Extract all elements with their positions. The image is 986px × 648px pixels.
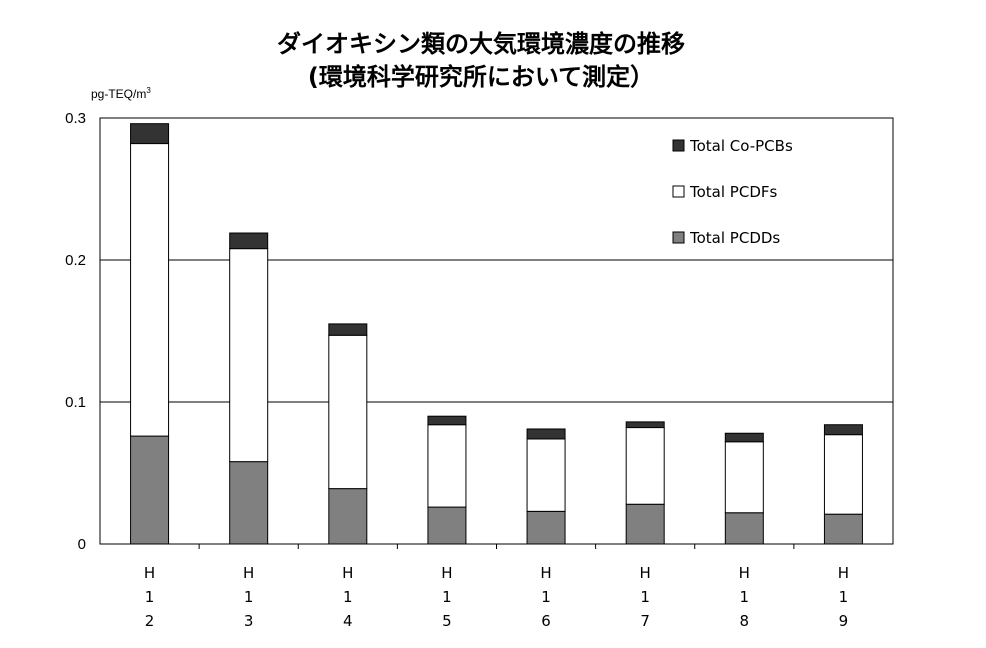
legend-label: Total PCDFs bbox=[689, 183, 777, 201]
x-category-label: H bbox=[144, 564, 155, 582]
x-category-label: 2 bbox=[145, 612, 155, 630]
y-tick-label: 0.1 bbox=[65, 394, 86, 411]
x-category-label: 3 bbox=[244, 612, 254, 630]
bar-segment bbox=[229, 232, 269, 250]
bar-segment bbox=[724, 512, 764, 545]
bar-segment bbox=[625, 421, 665, 429]
x-category-label: 1 bbox=[244, 588, 254, 606]
x-category-label: 7 bbox=[640, 612, 650, 630]
x-category-label: 8 bbox=[740, 612, 750, 630]
bar-segment bbox=[823, 434, 863, 515]
bar-segment bbox=[526, 428, 566, 440]
x-category-label: H bbox=[441, 564, 452, 582]
bar-segment bbox=[130, 123, 170, 145]
x-category-label: 4 bbox=[343, 612, 353, 630]
x-category-label: 1 bbox=[442, 588, 452, 606]
y-tick-label: 0.2 bbox=[65, 252, 86, 269]
legend-swatch bbox=[672, 185, 685, 198]
x-category-label: H bbox=[342, 564, 353, 582]
y-tick-label: 0 bbox=[78, 536, 86, 553]
legend-swatch bbox=[672, 139, 685, 152]
y-ticks: 0 0.1 0.2 0.3 bbox=[65, 110, 795, 553]
bar-segment bbox=[526, 438, 566, 512]
plot-area-frame bbox=[99, 117, 894, 545]
bar-segment bbox=[823, 513, 863, 545]
bar-segment bbox=[229, 248, 269, 463]
x-category-label: 5 bbox=[442, 612, 452, 630]
x-category-label: 9 bbox=[839, 612, 849, 630]
x-category-label: 1 bbox=[145, 588, 155, 606]
x-category-label: H bbox=[540, 564, 551, 582]
bar-segment bbox=[724, 441, 764, 514]
legend: Total Co-PCBs Total PCDFs Total PCDDs bbox=[672, 137, 793, 247]
bar-segment bbox=[229, 461, 269, 545]
unit-superscript: 3 bbox=[146, 86, 151, 95]
x-category-label: 1 bbox=[740, 588, 750, 606]
x-category-label: H bbox=[640, 564, 651, 582]
bar-segment bbox=[130, 435, 170, 545]
bar-segment bbox=[328, 323, 368, 336]
legend-label: Total Co-PCBs bbox=[689, 137, 793, 155]
bar-segment bbox=[130, 143, 170, 437]
x-category-label: 1 bbox=[640, 588, 650, 606]
bar-segment bbox=[526, 510, 566, 545]
unit-label: pg-TEQ/m bbox=[91, 87, 146, 101]
x-category-label: 6 bbox=[541, 612, 551, 630]
chart-title-line1: ダイオキシン類の大気環境濃度の推移 bbox=[277, 30, 685, 58]
bar-segment bbox=[427, 506, 467, 545]
bar-segment bbox=[328, 334, 368, 490]
bar-segment bbox=[823, 424, 863, 436]
x-category-label: H bbox=[838, 564, 849, 582]
legend-swatch bbox=[672, 231, 685, 244]
chart-title-line2: (環境科学研究所において測定） bbox=[308, 63, 654, 91]
bar-segment bbox=[427, 424, 467, 508]
x-category-label: 1 bbox=[839, 588, 849, 606]
bar-segment bbox=[625, 503, 665, 545]
x-categories: H 1 2 H 1 3 H 1 4 H 1 5 H 1 6 H 1 7 H 1 8 H 1 9 bbox=[144, 564, 849, 630]
x-category-label: H bbox=[243, 564, 254, 582]
bar-segment bbox=[724, 432, 764, 443]
x-category-label: 1 bbox=[541, 588, 551, 606]
y-tick-label: 0.3 bbox=[65, 110, 86, 127]
x-category-label: 1 bbox=[343, 588, 353, 606]
y-axis-unit: pg-TEQ/m3 bbox=[91, 86, 151, 101]
bar-segment bbox=[427, 415, 467, 426]
legend-label: Total PCDDs bbox=[689, 229, 780, 247]
bar-segment bbox=[625, 427, 665, 505]
bar-segment bbox=[328, 488, 368, 545]
gridlines bbox=[100, 259, 893, 403]
x-category-label: H bbox=[739, 564, 750, 582]
bars bbox=[130, 123, 863, 545]
